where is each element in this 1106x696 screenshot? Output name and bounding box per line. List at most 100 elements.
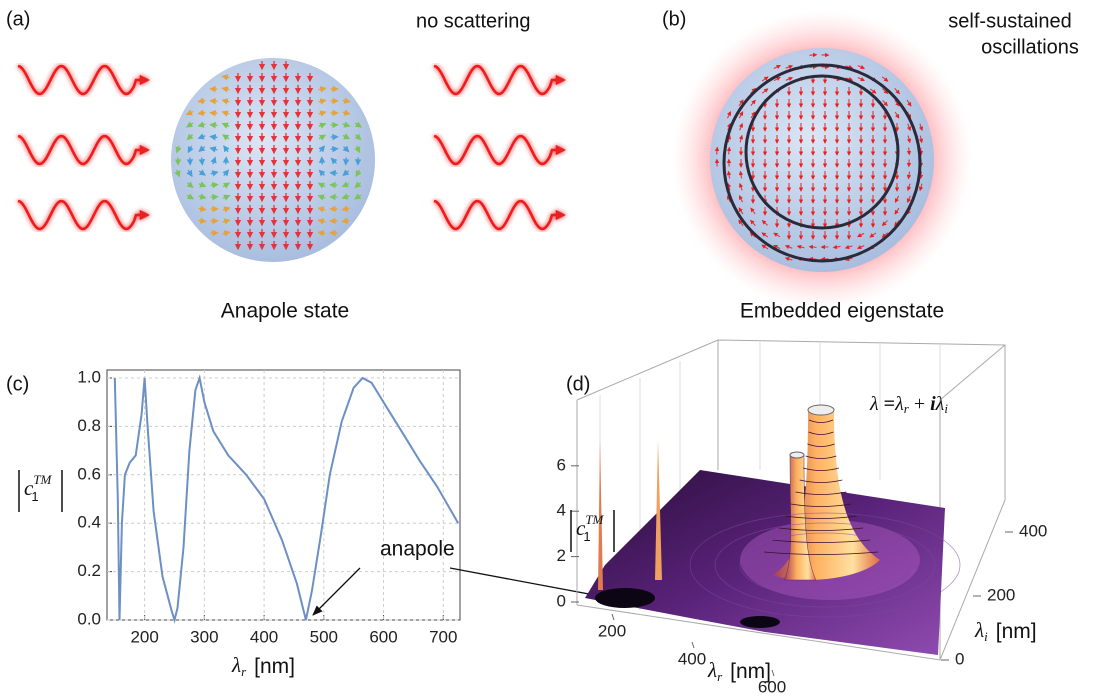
axis-label-part: λ (707, 658, 717, 682)
axis-label-part: [nm] (996, 620, 1037, 643)
field-arrow (342, 157, 350, 166)
field-arrow (341, 193, 350, 200)
contour (790, 503, 852, 507)
field-arrow (738, 219, 744, 227)
contour (689, 512, 961, 618)
field-arrow (918, 171, 924, 180)
field-arrow (857, 64, 866, 70)
field-arrow (761, 76, 769, 82)
field-arrow (857, 232, 865, 238)
field-arrow (785, 76, 794, 82)
axis-label-part: i (984, 629, 988, 644)
line (113, 374, 460, 624)
field-arrow (738, 111, 744, 119)
line-chart: 0.0 0.2 0.4 0.6 0.8 1.0 200 300 400 500 600 700 cTM 1… (18, 367, 461, 679)
axis-label-part: TM (33, 472, 52, 487)
field-arrow (317, 218, 326, 225)
field-arrow (198, 169, 206, 176)
field-arrow (354, 121, 363, 128)
field-arrow (318, 86, 327, 93)
axis-label-part: c (24, 476, 34, 500)
plot-frame (106, 369, 461, 621)
contour (799, 479, 843, 483)
z-tick-label: 4 (557, 501, 566, 520)
field-arrow (318, 110, 327, 117)
field-arrow (894, 195, 900, 203)
field-arrow (907, 195, 912, 203)
field-arrow (223, 145, 230, 153)
contour (714, 522, 936, 608)
field-arrow (317, 206, 326, 213)
field-arrow (330, 157, 338, 165)
field-arrow (318, 156, 326, 165)
field-arrow (894, 219, 900, 227)
field-arrow (354, 145, 361, 154)
field-arrow (221, 74, 230, 81)
field-arrow (714, 146, 720, 155)
field-arrow (209, 146, 218, 153)
axis-label-part: 1 (583, 529, 590, 544)
wave (433, 134, 567, 166)
panel-label: (a) (6, 8, 30, 30)
field-arrow (894, 88, 900, 95)
x-tick (691, 641, 695, 649)
panel-label: (b) (662, 8, 686, 30)
field-arrow (808, 244, 817, 250)
field-arrow (749, 232, 756, 238)
x-tick-label: 200 (130, 627, 158, 646)
field-arrow (761, 232, 769, 238)
contours (689, 419, 961, 618)
axis-label-part: r (717, 669, 723, 684)
field-arrow (222, 218, 231, 225)
field-arrow (906, 123, 912, 132)
field-arrow (773, 64, 781, 70)
field-arrow (726, 146, 732, 155)
y-tick-label: 0 (955, 649, 964, 668)
field-arrow (761, 88, 769, 94)
field-arrow (738, 195, 744, 203)
wave (433, 64, 567, 96)
field-arrow (726, 194, 732, 203)
field-arrow (808, 256, 817, 262)
field-arrow (198, 217, 207, 224)
field-arrow (318, 98, 327, 105)
wave (17, 199, 151, 231)
formula: λ =λr + iλi (869, 393, 948, 420)
x-tick-label: 500 (310, 627, 338, 646)
wave (433, 199, 567, 231)
field-arrow (809, 64, 818, 70)
field-arrow (796, 244, 805, 250)
field-arrow (342, 133, 351, 140)
field-arrow (844, 256, 853, 262)
contour (802, 467, 840, 471)
peak-cap (789, 451, 805, 459)
spike (655, 440, 662, 580)
z-tick-label: 2 (557, 546, 566, 565)
vector-field (714, 52, 924, 262)
ring (744, 74, 900, 230)
sphere (710, 48, 934, 272)
field-arrow (197, 121, 206, 128)
formula-part: i (930, 393, 936, 415)
field-arrow (355, 169, 362, 178)
field-arrow (222, 194, 231, 201)
field-arrow (210, 193, 219, 201)
y-tick-label: 0.4 (77, 513, 101, 532)
peak-cap (807, 404, 835, 416)
axis-label-part: λ (231, 653, 241, 677)
field-arrow (750, 87, 757, 94)
field-arrow (773, 76, 781, 82)
field-arrow (354, 181, 362, 189)
field-arrow (317, 182, 326, 189)
formula-part: λ (894, 393, 904, 415)
field-arrow (221, 122, 230, 129)
contour (785, 515, 857, 519)
field-arrow (341, 205, 350, 212)
field-arrow (844, 244, 853, 250)
field-arrow (198, 181, 207, 188)
field-arrow (809, 52, 818, 58)
field-arrow (906, 135, 912, 144)
field-arrow (341, 217, 350, 224)
y-tick-label: 0.6 (77, 464, 101, 483)
